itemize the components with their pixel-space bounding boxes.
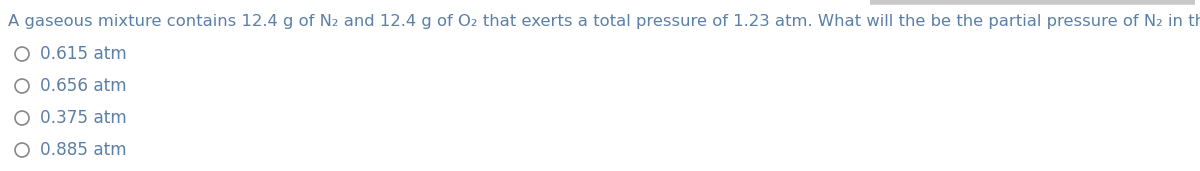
Text: 0.615 atm: 0.615 atm	[40, 45, 127, 63]
Text: 0.885 atm: 0.885 atm	[40, 141, 127, 159]
Text: 0.656 atm: 0.656 atm	[40, 77, 127, 95]
Text: 0.375 atm: 0.375 atm	[40, 109, 127, 127]
Text: A gaseous mixture contains 12.4 g of N₂ and 12.4 g of O₂ that exerts a total pre: A gaseous mixture contains 12.4 g of N₂ …	[8, 14, 1200, 29]
